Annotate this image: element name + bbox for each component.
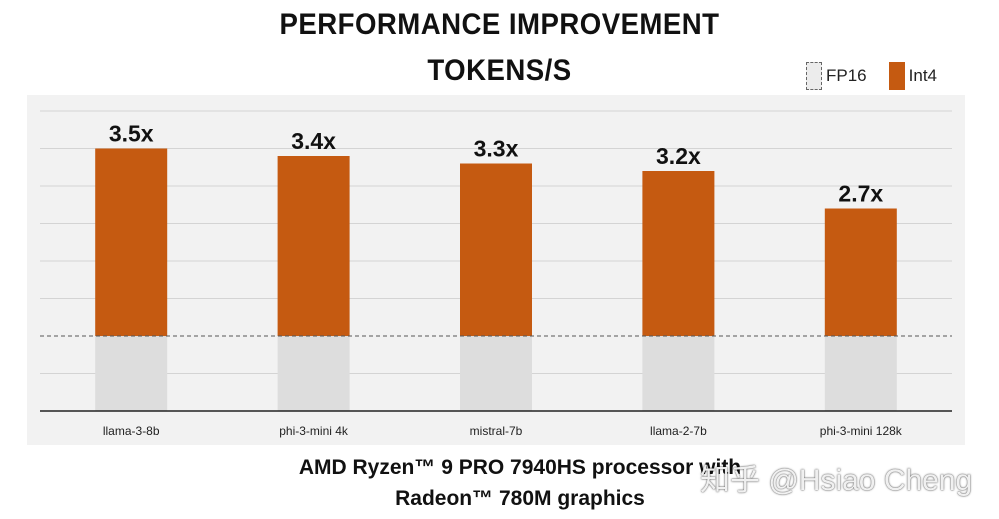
chart-title-line2: TOKENS/S [427,54,572,87]
data-label: 3.5x [109,121,154,147]
legend-label-int4: Int4 [908,66,937,85]
data-label: 3.4x [291,128,336,154]
watermark: 知乎 @Hsiao Cheng [700,464,973,497]
x-tick-label: llama-2-7b [650,424,707,438]
x-tick-label: llama-3-8b [103,424,160,438]
footer-line2: Radeon™ 780M graphics [395,487,645,510]
x-tick-label: mistral-7b [470,424,523,438]
bar-fp16 [460,336,532,411]
legend-swatch-fp16 [806,62,822,90]
data-label: 3.2x [656,143,701,169]
x-tick-label: phi-3-mini 128k [820,424,903,438]
bar-int4 [460,163,532,336]
legend: FP16 Int4 [806,62,959,90]
legend-item-int4: Int4 [888,62,937,90]
data-label: 3.3x [474,136,519,162]
legend-swatch-int4 [888,62,905,90]
bar-int4 [95,148,168,336]
bar-int4 [277,156,350,336]
footer-line1: AMD Ryzen™ 9 PRO 7940HS processor with [298,456,742,479]
bar-int4 [824,208,897,336]
bar-fp16 [277,336,350,411]
bar-int4 [642,171,715,336]
x-tick-label: phi-3-mini 4k [279,424,349,438]
bar-fp16 [824,336,897,411]
chart-title-line1: PERFORMANCE IMPROVEMENT [279,8,720,41]
legend-item-fp16: FP16 [806,62,867,90]
data-label: 2.7x [838,181,883,207]
bar-fp16 [642,336,715,411]
bar-fp16 [95,336,168,411]
legend-label-fp16: FP16 [826,66,867,85]
